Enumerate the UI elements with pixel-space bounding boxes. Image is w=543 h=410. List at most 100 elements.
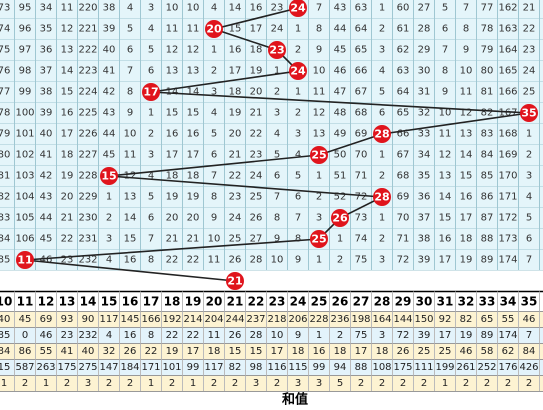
cell-value: 69 (355, 129, 368, 140)
cell-value: 220 (78, 3, 97, 14)
cell-value: 165 (498, 66, 517, 77)
cell-value: 34 (418, 150, 431, 161)
stat-value: 25 (439, 346, 452, 357)
cell-value: 28 (418, 24, 431, 35)
stat-value: 2 (232, 378, 238, 389)
stat-value: 426 (519, 362, 538, 373)
cell-value: 3 (379, 45, 385, 56)
stat-value: 101 (162, 362, 181, 373)
cell-value: 9 (211, 213, 217, 224)
cell-value: 172 (498, 213, 517, 224)
cell-value: 1 (316, 255, 322, 266)
cell-value: 103 (15, 171, 34, 182)
cell-value: 79 (0, 129, 10, 140)
cell-value: 38 (103, 3, 116, 14)
cell-value: 16 (460, 192, 473, 203)
stat-value: 40 (0, 314, 10, 325)
cell-value: 45 (40, 234, 53, 245)
stat-value: 28 (250, 330, 263, 341)
cell-value: 83 (0, 213, 10, 224)
cell-value: 16 (187, 129, 200, 140)
header-number: 32 (458, 295, 475, 309)
cell-value: 19 (250, 66, 263, 77)
stat-value: 2 (274, 378, 280, 389)
cell-value: 16 (61, 108, 74, 119)
cell-value: 24 (271, 24, 284, 35)
stat-value: 19 (460, 330, 473, 341)
cell-value: 12 (166, 45, 179, 56)
cell-value: 2 (316, 192, 322, 203)
stat-value: 93 (61, 314, 74, 325)
cell-value: 18 (250, 45, 263, 56)
cell-value: 21 (166, 234, 179, 245)
cell-value: 232 (78, 255, 97, 266)
header-number: 13 (59, 295, 76, 309)
cell-value: 35 (418, 171, 431, 182)
cell-value: 2 (526, 150, 532, 161)
stat-value: 9 (295, 330, 301, 341)
cell-value: 77 (0, 87, 10, 98)
cell-value: 169 (498, 150, 517, 161)
cell-value: 81 (481, 87, 494, 98)
cell-value: 6 (148, 66, 154, 77)
row-bg (0, 18, 543, 40)
cell-value: 17 (460, 213, 473, 224)
cell-value: 78 (0, 108, 10, 119)
cell-value: 22 (523, 24, 536, 35)
cell-value: 16 (250, 3, 263, 14)
cell-value: 20 (166, 213, 179, 224)
cell-value: 63 (355, 3, 368, 14)
cell-value: 21 (523, 3, 536, 14)
cell-value: 29 (418, 45, 431, 56)
stat-value: 17 (355, 346, 368, 357)
stat-value: 84 (0, 346, 10, 357)
header-number: 28 (374, 295, 391, 309)
stat-value: 10 (271, 330, 284, 341)
stat-value: 145 (120, 314, 139, 325)
cell-value: 83 (481, 129, 494, 140)
cell-value: 25 (229, 234, 242, 245)
cell-value: 24 (250, 171, 263, 182)
cell-value: 38 (40, 87, 53, 98)
cell-value: 64 (397, 87, 410, 98)
stat-value: 1 (148, 378, 154, 389)
row-bg (0, 60, 543, 82)
cell-value: 39 (103, 24, 116, 35)
cell-value: 20 (187, 213, 200, 224)
hit-label: 24 (290, 2, 306, 15)
cell-value: 51 (334, 171, 347, 182)
cell-value: 162 (498, 3, 517, 14)
stat-value: 62 (502, 346, 515, 357)
stat-value: 176 (498, 362, 517, 373)
cell-value: 11 (460, 87, 473, 98)
cell-value: 6 (379, 108, 385, 119)
header-number: 26 (332, 295, 349, 309)
cell-value: 4 (211, 3, 217, 14)
stat-value: 72 (397, 330, 410, 341)
stat-value: 3 (316, 378, 322, 389)
row-bg (0, 81, 543, 103)
stat-value: 75 (355, 330, 368, 341)
cell-value: 5 (148, 45, 154, 56)
hit-label: 28 (374, 128, 389, 141)
stat-value: 244 (225, 314, 244, 325)
cell-value: 225 (78, 108, 97, 119)
cell-value: 63 (397, 66, 410, 77)
cell-value: 24 (523, 66, 536, 77)
cell-value: 95 (19, 3, 32, 14)
stat-value: 1 (190, 378, 196, 389)
cell-value: 5 (379, 87, 385, 98)
cell-value: 167 (498, 108, 517, 119)
stat-value: 25 (418, 346, 431, 357)
stat-value: 199 (435, 362, 454, 373)
cell-value: 17 (61, 129, 74, 140)
cell-value: 3 (274, 108, 280, 119)
cell-value: 3 (148, 3, 154, 14)
cell-value: 174 (498, 255, 517, 266)
stat-value: 150 (414, 314, 433, 325)
stat-value: 218 (267, 314, 286, 325)
cell-value: 6 (526, 234, 532, 245)
cell-value: 12 (61, 24, 74, 35)
stat-value: 26 (229, 330, 242, 341)
